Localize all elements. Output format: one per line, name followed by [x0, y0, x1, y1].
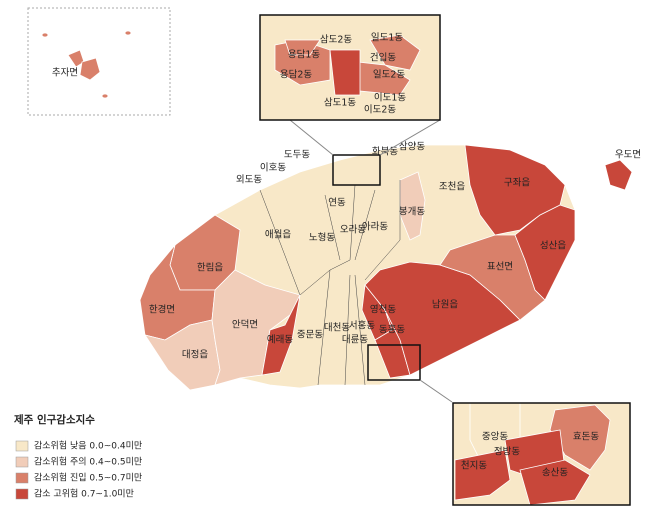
boundary	[317, 269, 331, 386]
legend-swatch	[15, 456, 29, 468]
region-label: 봉개동	[399, 207, 425, 218]
region-label: 구좌읍	[504, 178, 530, 189]
region-label: 애월읍	[265, 229, 291, 241]
inset-region	[454, 449, 511, 501]
region	[464, 144, 566, 236]
legend-label: 감소위험 낮음 0.0~0.4미만	[34, 440, 142, 452]
region	[41, 32, 49, 38]
inset-label: 일도1동	[371, 33, 404, 44]
inset-frame	[259, 14, 441, 121]
inset-label: 용담2동	[280, 69, 313, 81]
connector	[289, 119, 334, 156]
inset-region	[329, 49, 361, 96]
inset-region	[519, 459, 591, 506]
region-label: 한경면	[149, 304, 175, 316]
boundary	[324, 194, 341, 261]
boundary	[364, 180, 401, 281]
region-label: 이호동	[260, 163, 286, 174]
region-label: 우도면	[615, 150, 641, 161]
inset-label: 효돈동	[573, 432, 599, 443]
inset-frame	[452, 402, 631, 506]
region-label: 성산읍	[540, 241, 566, 252]
region-label: 중문동	[297, 330, 323, 341]
inset-label: 일도2동	[373, 70, 406, 81]
region-label: 추자면	[52, 68, 78, 79]
inset-label: 건입동	[370, 52, 396, 64]
region-label: 외도동	[236, 174, 262, 186]
region-label: 한림읍	[197, 262, 223, 274]
inset-label: 삼도1동	[324, 98, 357, 109]
legend-swatch	[15, 472, 29, 484]
connector	[419, 379, 453, 403]
inset-label: 정방동	[494, 447, 520, 458]
region-label: 예래동	[267, 335, 293, 346]
region-label: 도두동	[284, 150, 310, 161]
legend-title: 제주 인구감소지수	[14, 413, 95, 426]
inset-region	[369, 34, 421, 71]
region	[514, 204, 576, 301]
region-label: 아라동	[362, 222, 388, 233]
region	[261, 294, 301, 376]
boundary	[354, 189, 376, 261]
region-label: 조천읍	[439, 182, 465, 193]
inset-label: 이도2동	[364, 105, 397, 116]
region-label: 동홍동	[379, 324, 405, 336]
boundary	[299, 184, 356, 296]
chuja-frame	[27, 7, 171, 116]
boundary	[354, 274, 366, 386]
region-label: 표선면	[487, 262, 513, 273]
inset-label: 이도1동	[374, 93, 407, 104]
region-label: 서홍동	[349, 320, 375, 332]
region-label: 대륜동	[342, 335, 368, 346]
region	[79, 57, 101, 81]
inset-marker	[332, 154, 381, 186]
region-label: 안덕면	[232, 320, 258, 331]
boundary	[344, 274, 351, 386]
legend-label: 감소위험 진입 0.5~0.7미만	[34, 472, 142, 484]
inset-region	[284, 39, 321, 56]
legend-swatch	[15, 488, 29, 500]
connector	[379, 119, 441, 156]
region-label: 노형동	[309, 233, 335, 244]
legend-label: 감소 고위험 0.7~1.0미만	[34, 488, 134, 500]
legend-label: 감소위험 주의 0.4~0.5미만	[34, 456, 142, 468]
region-label: 삼양동	[399, 142, 425, 153]
region-label: 영천동	[370, 305, 396, 316]
region-label: 오라동	[340, 225, 366, 236]
region-label: 대정읍	[182, 350, 208, 361]
inset-label: 삼도2동	[320, 35, 353, 46]
inset-label: 용담1동	[288, 49, 321, 61]
inset-label: 천지동	[461, 461, 487, 472]
inset-label: 중앙동	[482, 431, 508, 443]
inset-marker	[367, 344, 421, 381]
region-label: 대천동	[324, 323, 350, 334]
region-label: 남원읍	[432, 300, 458, 311]
inset-label: 송산동	[542, 468, 568, 479]
region	[604, 159, 633, 191]
legend-swatch	[15, 440, 29, 452]
region-label: 연동	[328, 198, 346, 209]
boundary	[259, 189, 301, 296]
region	[101, 93, 109, 99]
region	[124, 30, 132, 36]
